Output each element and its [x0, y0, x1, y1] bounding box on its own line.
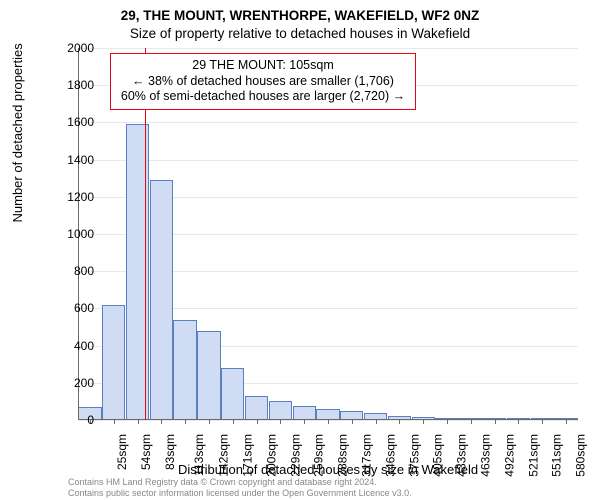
footer-line1: Contains HM Land Registry data © Crown c…	[68, 477, 412, 487]
annotation-line1: 29 THE MOUNT: 105sqm	[117, 58, 409, 74]
x-tick-mark	[376, 420, 377, 424]
y-axis-label: Number of detached properties	[10, 43, 25, 222]
y-tick-label: 1600	[67, 115, 94, 129]
x-tick-label: 259sqm	[312, 434, 326, 477]
x-tick-label: 200sqm	[264, 434, 278, 477]
x-tick-label: 433sqm	[455, 434, 469, 477]
annotation-line3: 60% of semi-detached houses are larger (…	[117, 89, 409, 105]
x-tick-label: 521sqm	[526, 434, 540, 477]
annotation-box: 29 THE MOUNT: 105sqm← 38% of detached ho…	[110, 53, 416, 110]
y-tick-label: 1000	[67, 227, 94, 241]
x-tick-label: 463sqm	[479, 434, 493, 477]
y-tick-label: 1800	[67, 78, 94, 92]
x-tick-label: 551sqm	[550, 434, 564, 477]
y-tick-label: 1200	[67, 190, 94, 204]
x-tick-mark	[399, 420, 400, 424]
gridline	[78, 160, 578, 161]
x-tick-mark	[114, 420, 115, 424]
x-tick-mark	[161, 420, 162, 424]
annotation-line2: ← 38% of detached houses are smaller (1,…	[117, 74, 409, 90]
y-tick-label: 800	[74, 264, 94, 278]
y-tick-label: 0	[87, 413, 94, 427]
x-tick-label: 317sqm	[360, 434, 374, 477]
x-tick-mark	[471, 420, 472, 424]
footer-attribution: Contains HM Land Registry data © Crown c…	[68, 477, 412, 498]
x-tick-mark	[138, 420, 139, 424]
gridline	[78, 122, 578, 123]
histogram-bar	[173, 320, 196, 420]
x-tick-label: 25sqm	[115, 434, 129, 470]
histogram-bar	[245, 396, 268, 420]
y-tick-label: 1400	[67, 153, 94, 167]
x-tick-mark	[352, 420, 353, 424]
chart-title-line1: 29, THE MOUNT, WRENTHORPE, WAKEFIELD, WF…	[0, 8, 600, 23]
histogram-bar	[293, 406, 316, 420]
x-tick-mark	[542, 420, 543, 424]
x-tick-label: 229sqm	[288, 434, 302, 477]
histogram-bar	[150, 180, 173, 420]
x-tick-mark	[423, 420, 424, 424]
x-tick-label: 113sqm	[192, 434, 206, 476]
x-tick-mark	[185, 420, 186, 424]
x-tick-label: 405sqm	[431, 434, 445, 477]
x-tick-label: 492sqm	[503, 434, 517, 477]
x-tick-mark	[495, 420, 496, 424]
y-tick-label: 600	[74, 301, 94, 315]
histogram-bar	[197, 331, 220, 420]
x-tick-mark	[233, 420, 234, 424]
x-tick-label: 346sqm	[384, 434, 398, 477]
x-tick-label: 83sqm	[163, 434, 177, 470]
x-tick-label: 375sqm	[407, 434, 421, 477]
x-tick-label: 171sqm	[241, 434, 255, 477]
x-tick-mark	[447, 420, 448, 424]
histogram-bar	[221, 368, 244, 420]
footer-line2: Contains public sector information licen…	[68, 488, 412, 498]
y-tick-label: 400	[74, 339, 94, 353]
x-tick-mark	[566, 420, 567, 424]
x-tick-mark	[304, 420, 305, 424]
histogram-bar	[102, 305, 125, 420]
x-tick-mark	[209, 420, 210, 424]
chart-title-line2: Size of property relative to detached ho…	[0, 26, 600, 41]
x-axis-line	[78, 419, 578, 420]
gridline	[78, 48, 578, 49]
x-tick-mark	[328, 420, 329, 424]
x-tick-label: 288sqm	[336, 434, 350, 477]
x-tick-label: 580sqm	[574, 434, 588, 477]
x-tick-label: 54sqm	[139, 434, 153, 470]
y-tick-label: 2000	[67, 41, 94, 55]
x-tick-mark	[280, 420, 281, 424]
plot-area: 29 THE MOUNT: 105sqm← 38% of detached ho…	[78, 48, 578, 420]
y-tick-label: 200	[74, 376, 94, 390]
x-tick-mark	[518, 420, 519, 424]
x-tick-mark	[257, 420, 258, 424]
x-tick-label: 142sqm	[217, 434, 231, 477]
histogram-bar	[269, 401, 292, 420]
